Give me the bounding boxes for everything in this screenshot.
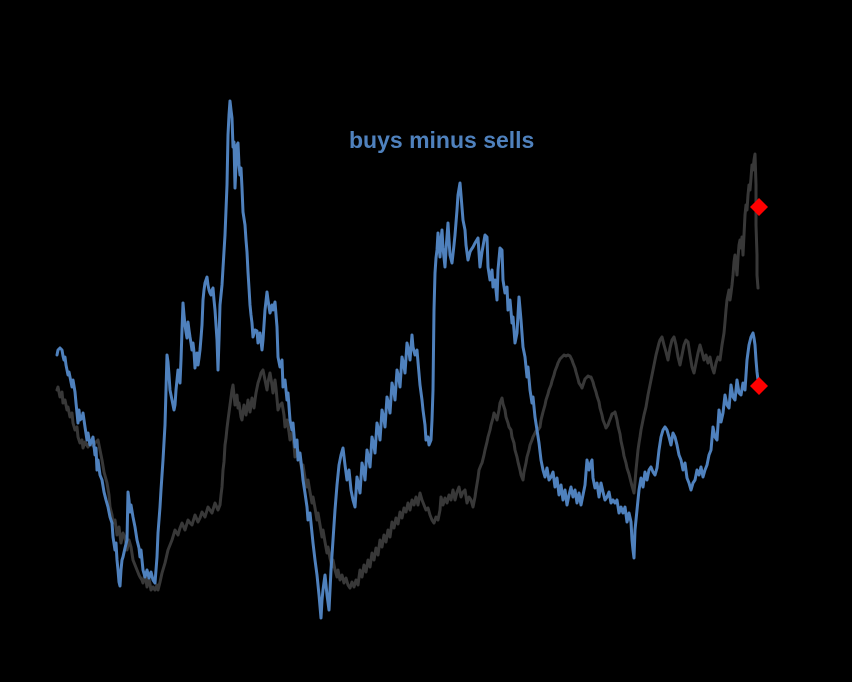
latest-value-diamond-icon-blue xyxy=(750,377,768,395)
buys-minus-sells-line xyxy=(55,99,761,620)
latest-value-diamond-icon-dark xyxy=(750,198,768,216)
series-label-buys-minus-sells: buys minus sells xyxy=(349,127,535,153)
dark-series-line xyxy=(55,152,760,592)
